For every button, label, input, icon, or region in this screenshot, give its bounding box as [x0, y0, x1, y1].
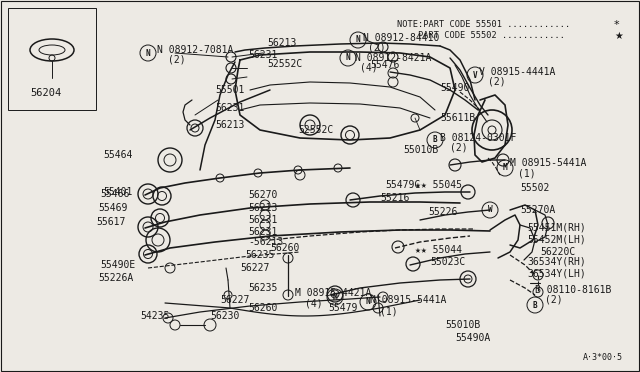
Text: 56260: 56260 [270, 243, 300, 253]
Text: N 08912-8421A: N 08912-8421A [355, 53, 431, 63]
Text: B: B [433, 135, 437, 144]
Text: -56213: -56213 [248, 237, 284, 247]
Text: 55401: 55401 [103, 187, 132, 197]
Text: M 08915-4421A: M 08915-4421A [295, 288, 371, 298]
Text: 55501: 55501 [215, 85, 244, 95]
Text: 56231: 56231 [248, 215, 277, 225]
Text: N 08912-84410: N 08912-84410 [363, 33, 440, 43]
Text: (2): (2) [368, 43, 386, 53]
Text: 55010B: 55010B [403, 145, 438, 155]
Text: B: B [532, 301, 538, 310]
Text: 55466: 55466 [100, 189, 129, 199]
Text: M: M [502, 164, 508, 173]
Text: 56231: 56231 [248, 227, 277, 237]
Text: 55490: 55490 [440, 83, 469, 93]
Text: 52552C: 52552C [298, 125, 333, 135]
Text: (2): (2) [488, 77, 506, 87]
Text: B 08110-8161B: B 08110-8161B [535, 285, 611, 295]
Text: 55479: 55479 [328, 303, 357, 313]
Text: 55464: 55464 [103, 150, 132, 160]
Text: A·3*00·5: A·3*00·5 [583, 353, 623, 362]
Text: (4): (4) [360, 63, 378, 73]
Text: 55502: 55502 [520, 183, 549, 193]
Text: (2): (2) [450, 143, 468, 153]
Text: 36534Y(LH): 36534Y(LH) [527, 269, 586, 279]
Text: 56270: 56270 [248, 190, 277, 200]
Text: N 08912-7081A: N 08912-7081A [157, 45, 234, 55]
Text: N 08915-5441A: N 08915-5441A [370, 295, 446, 305]
Text: V: V [473, 71, 477, 80]
Text: 36534Y(RH): 36534Y(RH) [527, 257, 586, 267]
Text: 55226A: 55226A [98, 273, 133, 283]
Bar [8, 8, 96, 110]
Text: 55216: 55216 [380, 193, 410, 203]
Text: V 08915-4441A: V 08915-4441A [479, 67, 556, 77]
Text: N: N [346, 54, 350, 62]
Text: NOTE:PART CODE 55501 ............: NOTE:PART CODE 55501 ............ [397, 20, 570, 29]
Text: N: N [146, 48, 150, 58]
Text: 55476: 55476 [370, 60, 399, 70]
Text: *: * [614, 20, 620, 30]
Text: 55451M(RH): 55451M(RH) [527, 223, 586, 233]
Text: (1): (1) [380, 306, 397, 316]
Text: (1): (1) [518, 168, 536, 178]
Text: 55617: 55617 [96, 217, 125, 227]
Text: M: M [333, 292, 337, 301]
Text: N: N [365, 298, 371, 307]
Text: 55270A: 55270A [520, 205, 556, 215]
Text: 56227: 56227 [240, 263, 269, 273]
Text: 56213: 56213 [248, 203, 277, 213]
Text: 52552C: 52552C [267, 59, 302, 69]
Text: 56235: 56235 [245, 250, 275, 260]
Text: 55611B: 55611B [440, 113, 476, 123]
Text: ★: ★ [614, 31, 623, 41]
Text: 56260: 56260 [248, 303, 277, 313]
Text: 56227: 56227 [220, 295, 250, 305]
Text: 55023C: 55023C [430, 257, 465, 267]
Text: 56204: 56204 [30, 88, 61, 98]
Text: ★★ 55045: ★★ 55045 [415, 180, 462, 190]
Text: 55226: 55226 [428, 207, 458, 217]
Text: 56230: 56230 [210, 311, 239, 321]
Text: 56235: 56235 [248, 283, 277, 293]
Text: 55469: 55469 [98, 203, 127, 213]
Text: 56231: 56231 [215, 103, 244, 113]
Text: PART CODE 55502 ............: PART CODE 55502 ............ [397, 31, 565, 40]
Text: 55010B: 55010B [445, 320, 480, 330]
Text: 55490A: 55490A [455, 333, 490, 343]
Text: M 08915-5441A: M 08915-5441A [510, 158, 586, 168]
Text: ★★ 55044: ★★ 55044 [415, 245, 462, 255]
Text: 56231: 56231 [248, 50, 277, 60]
Text: 55490E: 55490E [100, 260, 135, 270]
Text: (2): (2) [168, 54, 186, 64]
Text: 54235: 54235 [140, 311, 170, 321]
Text: (4): (4) [305, 299, 323, 309]
Text: 56213: 56213 [267, 38, 296, 48]
Text: 56220C: 56220C [540, 247, 575, 257]
Text: 56213: 56213 [215, 120, 244, 130]
Text: (2): (2) [545, 295, 563, 305]
Text: N: N [356, 35, 360, 45]
Text: B 08124-0301F: B 08124-0301F [440, 133, 516, 143]
Text: W: W [488, 205, 492, 215]
Text: 55452M(LH): 55452M(LH) [527, 235, 586, 245]
Text: 55479C: 55479C [385, 180, 420, 190]
